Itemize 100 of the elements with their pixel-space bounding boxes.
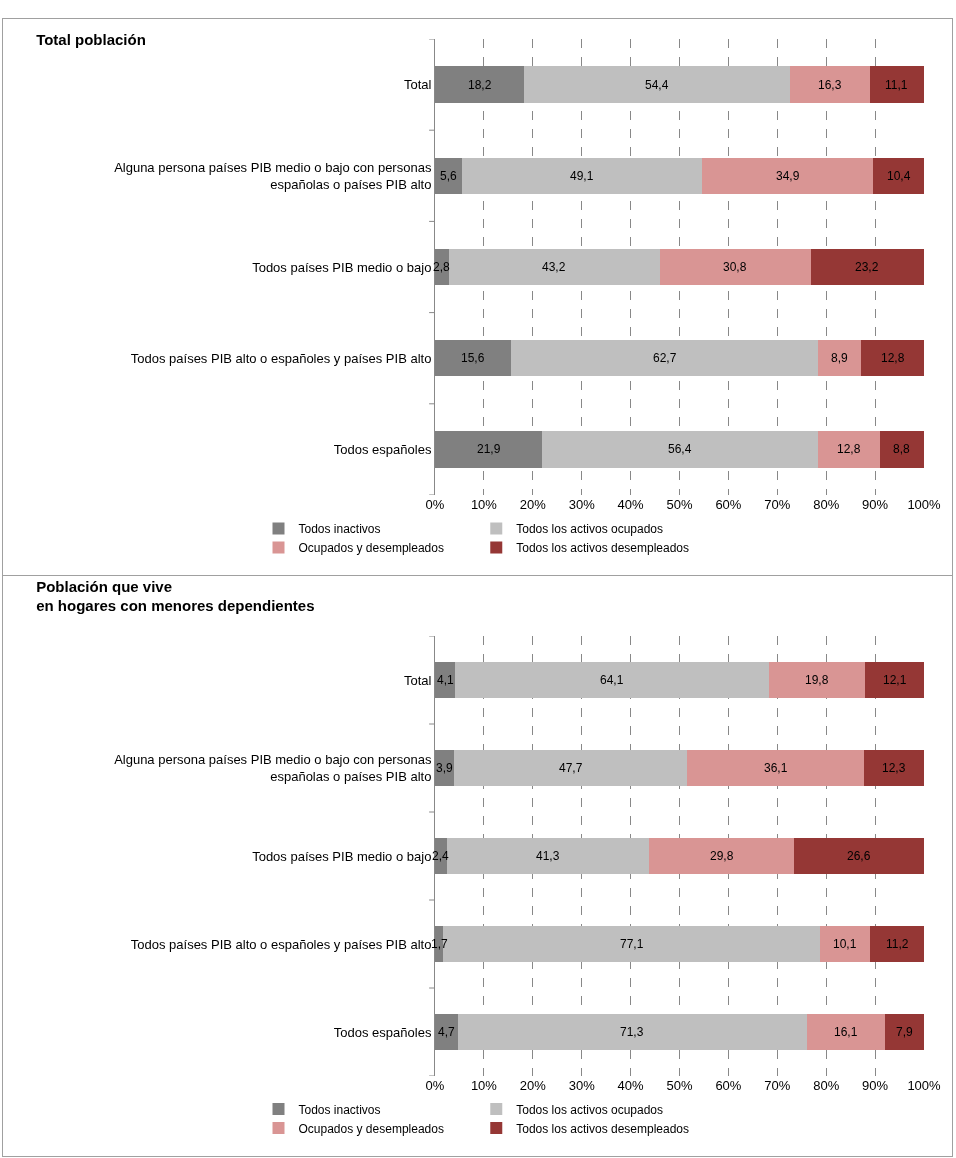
x-tick-label: 20% (519, 1078, 547, 1093)
text: Total población (36, 31, 146, 49)
bar (820, 926, 870, 962)
y-tick-label: Todos países PIB medio o bajo (252, 259, 432, 275)
bar (794, 838, 924, 874)
bar (865, 662, 924, 698)
x-tick-label: 80% (813, 1078, 840, 1093)
x-tick-label: 10% (470, 497, 498, 512)
x-tick-label: 100% (907, 497, 942, 512)
bar (880, 431, 924, 468)
data-label: 8,8 (893, 442, 911, 456)
data-label: 12,8 (881, 351, 905, 365)
data-label: 26,6 (847, 849, 871, 863)
data-label: 41,3 (536, 849, 560, 863)
data-label: 4,1 (437, 673, 455, 687)
data-label: 71,3 (620, 1025, 644, 1039)
bar (869, 926, 924, 962)
data-label: 7,9 (896, 1025, 914, 1039)
y-tick-label: Todos países PIB alto o españoles y países PIB alto (130, 936, 432, 952)
legend-label: Ocupados y desempleados (298, 1121, 444, 1136)
data-label: 18,2 (468, 78, 492, 92)
data-label: 56,4 (668, 442, 692, 456)
x-tick-label: 0% (425, 1078, 445, 1093)
bar (542, 431, 818, 468)
legend-label: Ocupados y desempleados (298, 541, 444, 556)
bar (454, 750, 688, 786)
x-tick-label: 30% (568, 1078, 596, 1093)
bar (702, 157, 874, 195)
x-tick-label: 70% (764, 497, 791, 512)
bar (462, 157, 703, 195)
bar (511, 339, 818, 377)
data-label: 64,1 (600, 673, 624, 687)
text: Población que vive en hogares con menores dependientes (36, 577, 315, 615)
bar (873, 157, 924, 195)
data-label: 49,1 (570, 169, 594, 183)
x-tick-label: 90% (862, 1078, 889, 1093)
data-label: 12,1 (883, 673, 907, 687)
x-tick-label: 10% (470, 1078, 498, 1093)
y-tick-label: Total (403, 672, 432, 688)
x-tick-label: 60% (715, 497, 742, 512)
data-label: 47,7 (559, 761, 583, 775)
data-label: 11,1 (885, 78, 908, 92)
data-label: 34,9 (776, 169, 800, 183)
bar (869, 66, 924, 103)
data-label: 36,1 (764, 761, 788, 775)
bar (659, 248, 811, 286)
x-tick-label: 100% (907, 1078, 942, 1093)
y-tick-label: Alguna persona países PIB medio o bajo con personas españolas o países PIB alto (114, 752, 432, 784)
data-label: 12,8 (837, 442, 861, 456)
legend-label: Todos los activos desempleados (516, 541, 690, 556)
x-tick-label: 80% (813, 497, 840, 512)
y-tick-label: Todos españoles (333, 1024, 432, 1040)
y-tick-label: Todos españoles (333, 441, 432, 457)
x-tick-label: 90% (862, 497, 889, 512)
data-label: 10,4 (887, 169, 911, 183)
bar (806, 1014, 886, 1050)
y-tick-label: Alguna persona países PIB medio o bajo con personas españolas o países PIB alto (114, 159, 432, 192)
data-label: 16,3 (818, 78, 842, 92)
x-tick-label: 70% (764, 1078, 791, 1093)
x-tick-label: 30% (568, 497, 596, 512)
legend-label: Todos los activos ocupados (516, 522, 664, 537)
bar (687, 750, 864, 786)
data-label: 19,8 (805, 673, 829, 687)
data-label: 77,1 (620, 937, 644, 951)
data-label: 12,3 (882, 761, 906, 775)
x-tick-label: 0% (425, 497, 445, 512)
bar (885, 1014, 924, 1050)
legend-label: Todos inactivos (298, 1102, 381, 1117)
data-label: 3,9 (436, 761, 454, 775)
bar (861, 339, 924, 377)
y-tick-label: Todos países PIB alto o españoles y países PIB alto (130, 350, 432, 366)
data-label: 8,9 (831, 351, 849, 365)
data-label: 15,6 (461, 351, 485, 365)
bar (524, 66, 791, 103)
bar (790, 66, 870, 103)
legend-label: Todos los activos desempleados (516, 1121, 690, 1136)
bar (768, 662, 866, 698)
legend-label: Todos los activos ocupados (516, 1102, 664, 1117)
data-label: 29,8 (710, 849, 734, 863)
bar (863, 750, 924, 786)
data-label: 4,7 (438, 1025, 456, 1039)
bar (448, 248, 660, 286)
data-label: 62,7 (653, 351, 677, 365)
data-label: 43,2 (542, 260, 566, 274)
y-tick-label: Todos países PIB medio o bajo (252, 848, 432, 864)
legend-label: Todos inactivos (298, 522, 381, 537)
data-label: 54,4 (645, 78, 669, 92)
bar (457, 1014, 807, 1050)
y-tick-label: Total (403, 77, 432, 93)
x-tick-label: 40% (617, 1078, 645, 1093)
bar (817, 339, 862, 377)
bar (455, 662, 769, 698)
bar (810, 248, 924, 286)
data-label: 21,9 (477, 442, 501, 456)
x-tick-label: 50% (666, 1078, 693, 1093)
x-tick-label: 50% (666, 497, 693, 512)
x-tick-label: 40% (617, 497, 645, 512)
bar (648, 838, 795, 874)
bar (817, 431, 881, 468)
data-label: 30,8 (723, 260, 747, 274)
